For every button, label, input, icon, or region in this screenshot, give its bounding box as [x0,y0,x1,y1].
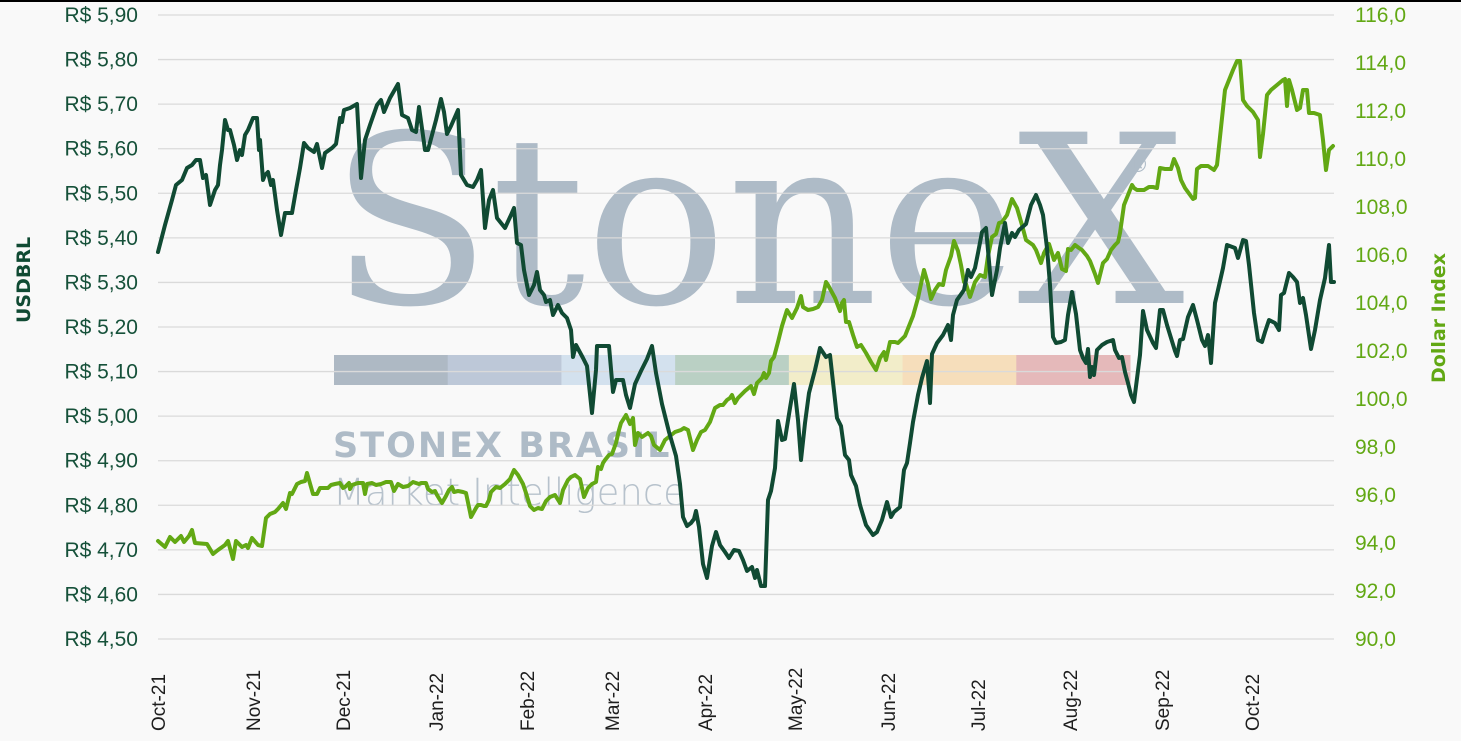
x-tick-label: Jun-22 [879,673,900,731]
watermark-registered-mark: ® [1127,153,1149,178]
x-tick-label: May-22 [786,668,807,731]
y-left-tick-label: R$ 4,50 [64,628,138,651]
color-bar-segment [447,355,562,385]
y-left-tick-label: R$ 4,80 [64,494,138,517]
x-tick-label: Mar-22 [603,671,624,731]
y-left-tick-label: R$ 5,50 [64,182,138,205]
color-bar-segment [1016,355,1131,385]
y-left-tick-label: R$ 5,10 [64,361,138,384]
y-left-tick-label: R$ 5,30 [64,271,138,294]
x-tick-label: Sep-22 [1153,670,1174,731]
y-right-tick-label: 90,0 [1355,628,1396,651]
x-axis: Oct-21 Nov-21 Dec-21 Jan-22 Feb-22 Mar-22 Apr-… [149,668,1264,731]
y-right-tick-label: 96,0 [1355,484,1396,507]
y-axis-right: 116,0 114,0 112,0 110,0 108,0 106,0 104,0 102,0… [1355,4,1408,651]
watermark: StoneX ® STONEX BRASIL Market Intelligen… [330,86,1185,514]
y-left-tick-label: R$ 4,90 [64,450,138,473]
y-left-tick-label: R$ 5,80 [64,49,138,72]
y-right-tick-label: 92,0 [1355,580,1396,603]
y-left-tick-label: R$ 5,00 [64,405,138,428]
y-right-tick-label: 94,0 [1355,532,1396,555]
y-left-tick-label: R$ 4,60 [64,583,138,606]
y-right-tick-label: 108,0 [1355,196,1408,219]
y-left-tick-label: R$ 5,40 [64,227,138,250]
y-right-tick-label: 104,0 [1355,292,1408,315]
y-right-tick-label: 116,0 [1355,4,1406,27]
x-tick-label: Feb-22 [518,671,539,731]
y-left-tick-label: R$ 5,70 [64,93,138,116]
usdbrl-line [156,82,1336,588]
x-tick-label: Dec-21 [334,670,355,731]
x-tick-label: Apr-22 [696,674,717,731]
y-right-tick-label: 114,0 [1355,52,1406,75]
y-left-tick-label: R$ 5,20 [64,316,138,339]
y-right-tick-label: 106,0 [1355,244,1408,267]
watermark-color-bar [334,355,1131,385]
x-tick-label: Oct-21 [149,674,170,731]
y-left-tick-label: R$ 4,70 [64,539,138,562]
top-border [0,0,1461,2]
dollar-index-line [156,59,1335,561]
watermark-brand: STONEX BRASIL [333,426,671,466]
y-axis-left-title: USDBRL [13,237,35,323]
x-tick-label: Oct-22 [1243,674,1264,731]
y-axis-right-title: Dollar Index [1428,253,1450,383]
y-right-tick-label: 98,0 [1355,436,1396,459]
series-group [156,59,1336,588]
y-axis-left: R$ 5,90 R$ 5,80 R$ 5,70 R$ 5,60 R$ 5,50 R$ 5,… [64,4,138,651]
x-tick-label: Jul-22 [969,679,990,731]
y-right-tick-label: 112,0 [1355,100,1406,123]
y-left-tick-label: R$ 5,90 [64,4,138,27]
y-right-tick-label: 110,0 [1355,148,1406,171]
y-right-tick-label: 100,0 [1355,388,1408,411]
y-right-tick-label: 102,0 [1355,340,1408,363]
x-tick-label: Aug-22 [1061,670,1082,731]
x-tick-label: Nov-21 [244,670,265,731]
y-left-tick-label: R$ 5,60 [64,138,138,161]
x-tick-label: Jan-22 [427,673,448,731]
color-bar-segment [334,355,449,385]
